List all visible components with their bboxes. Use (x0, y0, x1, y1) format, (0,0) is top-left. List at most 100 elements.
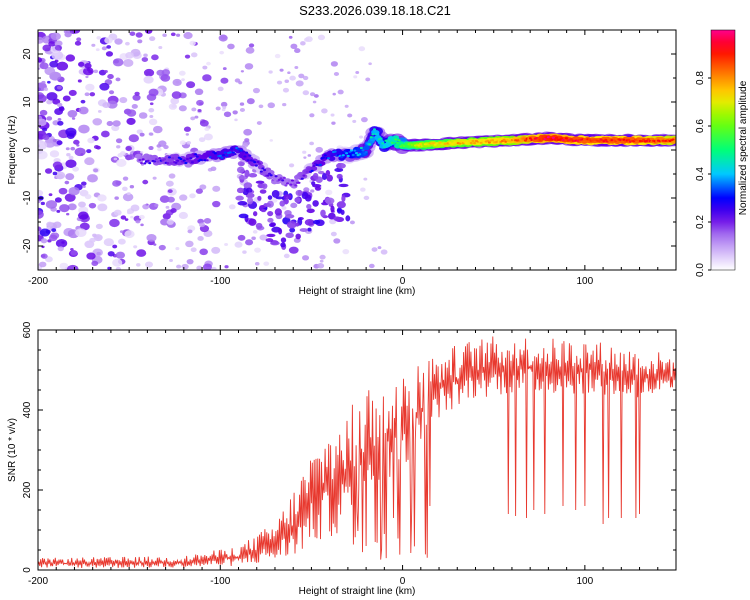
noise-blob (194, 88, 204, 96)
noise-blob (82, 185, 86, 188)
noise-blob (84, 92, 90, 97)
noise-blob (234, 241, 243, 248)
noise-blob (133, 245, 138, 249)
noise-blob (119, 230, 124, 233)
noise-blob (62, 95, 71, 102)
noise-blob (284, 214, 295, 219)
noise-blob (274, 208, 282, 216)
noise-blob (105, 51, 114, 57)
noise-blob (118, 238, 126, 245)
noise-blob (109, 218, 120, 228)
ridge-mark (604, 138, 608, 141)
noise-blob (54, 45, 63, 51)
noise-blob (202, 74, 212, 82)
noise-blob (302, 75, 309, 81)
noise-blob (42, 44, 52, 52)
noise-blob (68, 186, 80, 196)
noise-blob (159, 195, 170, 203)
noise-blob (325, 170, 331, 176)
noise-blob (363, 177, 368, 181)
ridge-mark (458, 142, 462, 145)
noise-blob (222, 67, 227, 71)
noise-blob (95, 48, 100, 52)
noise-blob (260, 209, 267, 213)
ridge-mark (673, 140, 676, 143)
noise-blob (104, 37, 113, 44)
noise-blob (97, 203, 108, 212)
noise-blob (254, 247, 261, 253)
noise-blob (46, 99, 53, 105)
noise-blob (116, 145, 121, 149)
noise-blob (38, 226, 42, 232)
noise-blob (228, 204, 236, 210)
ridge-mark (418, 143, 422, 146)
noise-blob (294, 197, 301, 203)
ridge-mark (258, 162, 262, 165)
noise-blob (80, 99, 86, 104)
noise-blob (220, 101, 228, 107)
noise-blob (345, 215, 351, 222)
noise-blob (138, 214, 145, 220)
ridge-mark (381, 142, 385, 145)
ridge-mark (382, 146, 386, 149)
noise-blob (223, 111, 232, 118)
noise-blob (186, 81, 196, 89)
noise-blob (235, 195, 244, 201)
ridge-mark (187, 159, 191, 162)
noise-blob (44, 66, 56, 76)
ridge-mark (477, 139, 481, 142)
x-tick-label: -100 (210, 576, 230, 587)
noise-blob (248, 173, 258, 178)
noise-blob (55, 238, 68, 248)
noise-blob (368, 263, 375, 269)
noise-blob (314, 186, 322, 191)
noise-blob (283, 253, 290, 259)
noise-blob (106, 45, 112, 49)
noise-blob (244, 169, 250, 178)
noise-blob (280, 242, 286, 248)
noise-blob (38, 36, 44, 44)
ridge-mark (245, 151, 249, 154)
noise-blob (307, 227, 312, 232)
noise-blob (65, 147, 70, 151)
ridge-mark (351, 153, 355, 157)
noise-blob (38, 210, 44, 219)
noise-blob (135, 219, 141, 224)
noise-blob (170, 32, 176, 37)
noise-blob (156, 144, 162, 148)
noise-blob (153, 243, 157, 246)
noise-blob (78, 61, 85, 67)
noise-blob (125, 145, 132, 151)
noise-blob (335, 162, 346, 169)
noise-blob (53, 221, 62, 229)
ridge-mark (248, 154, 252, 157)
noise-blob (237, 201, 248, 206)
noise-blob (142, 203, 150, 210)
ridge-mark (405, 144, 409, 147)
ridge-mark (213, 152, 217, 155)
noise-blob (380, 249, 388, 255)
ridge-mark (361, 149, 365, 152)
y-tick-label: 200 (22, 481, 33, 498)
noise-blob (341, 194, 346, 203)
noise-blob (165, 205, 170, 209)
noise-blob (211, 266, 217, 270)
ridge-mark (389, 143, 393, 146)
noise-blob (102, 102, 110, 109)
noise-blob (330, 113, 335, 117)
noise-blob (154, 203, 159, 207)
ridge-mark (350, 149, 354, 152)
ridge-mark (282, 176, 286, 179)
noise-blob (84, 63, 92, 69)
noise-blob (338, 183, 349, 188)
noise-blob (119, 96, 128, 104)
noise-blob (52, 161, 63, 169)
noise-blob (89, 92, 96, 97)
colorbar-tick-label: 0.4 (695, 167, 706, 181)
noise-blob (276, 80, 283, 85)
noise-blob (199, 119, 209, 127)
ridge-mark (302, 174, 306, 177)
noise-blob (169, 258, 173, 262)
noise-blob (218, 34, 228, 42)
noise-blob (67, 110, 78, 118)
